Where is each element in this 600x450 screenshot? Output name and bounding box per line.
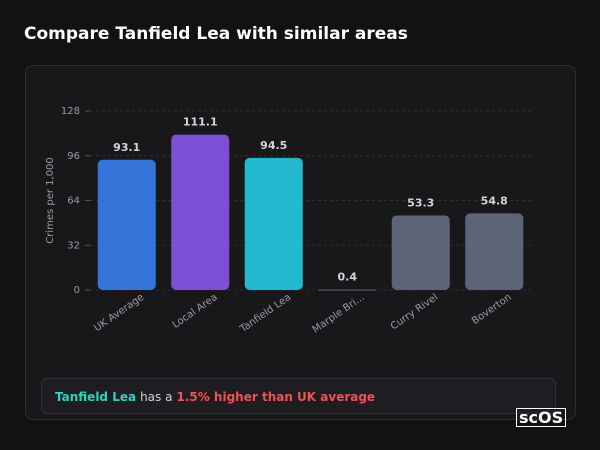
x-tick-label: Local Area [171, 292, 220, 331]
y-tick-label: 0 [74, 285, 80, 296]
value-label: 54.8 [481, 194, 508, 207]
area-name: Tanfield Lea [55, 390, 137, 404]
note-text: has a [140, 390, 173, 404]
page-title: Compare Tanfield Lea with similar areas [24, 24, 408, 44]
bar [171, 134, 230, 290]
x-tick-label: Curry Rivel [389, 292, 440, 333]
y-tick-label: 96 [67, 151, 80, 162]
x-tick-label: Boverton [470, 292, 514, 327]
value-label: 53.3 [407, 196, 434, 209]
bar [318, 289, 377, 291]
value-label: 0.4 [338, 270, 358, 283]
x-tick-label: Marple Bri... [311, 292, 367, 336]
logo: scOS [516, 408, 567, 427]
x-tick-label: Tanfield Lea [237, 292, 293, 336]
y-tick-label: 32 [67, 240, 80, 251]
value-label: 94.5 [260, 139, 287, 152]
value-label: 111.1 [183, 116, 218, 129]
note-highlight: 1.5% higher than UK average [176, 390, 376, 404]
comparison-note: Tanfield Lea has a 1.5% higher than UK ave… [41, 378, 556, 414]
bar [391, 215, 450, 290]
bar [465, 213, 524, 290]
bar [244, 157, 303, 290]
x-tick-label: UK Average [92, 292, 146, 334]
value-label: 93.1 [113, 141, 140, 154]
y-tick-label: 128 [61, 106, 80, 117]
y-tick-label: 64 [67, 196, 80, 207]
bar [97, 159, 156, 290]
y-axis-label: Crimes per 1,000 [45, 157, 56, 244]
